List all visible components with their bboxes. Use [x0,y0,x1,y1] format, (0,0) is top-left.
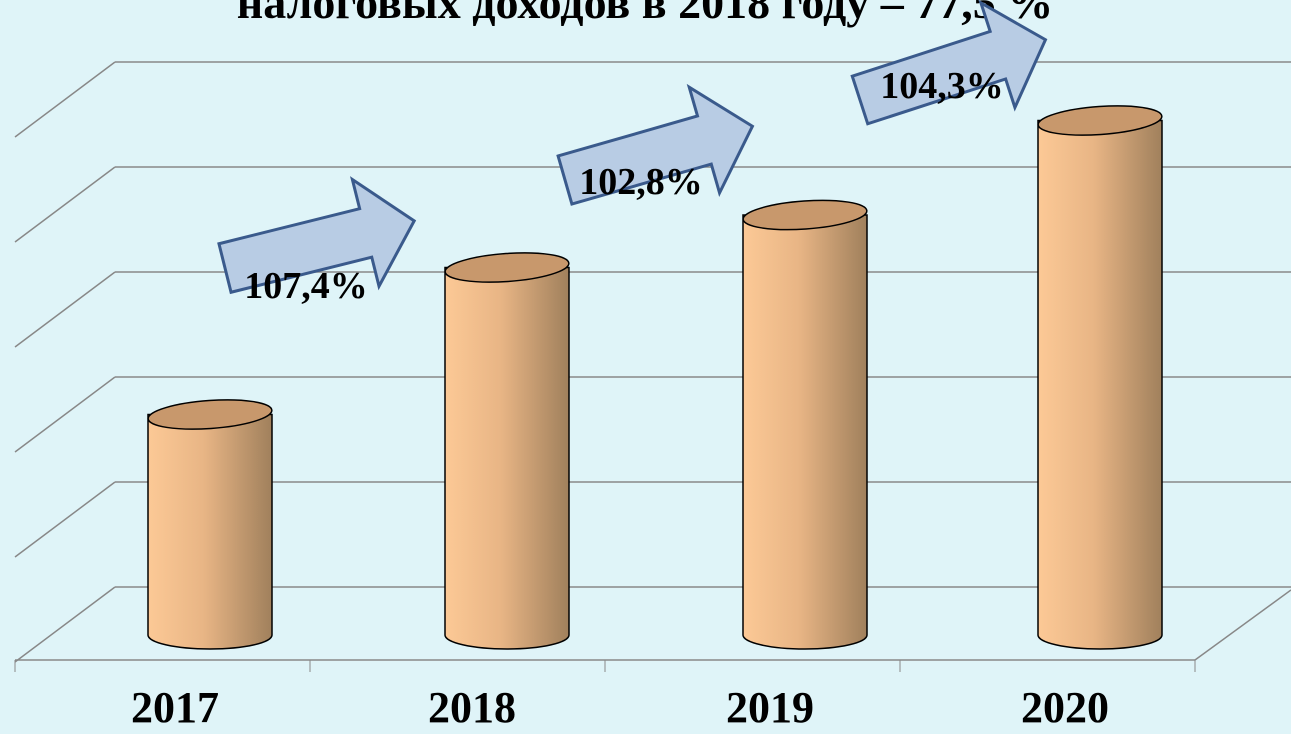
grid-line [14,166,116,243]
x-tick-label: 2018 [428,683,516,732]
annotation: 102,8% [579,161,703,203]
x-tick-label: 2020 [1021,683,1109,732]
grid-line [14,271,116,348]
annotation: 104,3% [880,65,1004,107]
cylinder-top [147,399,273,430]
cylinder-body [1037,119,1163,650]
bars [147,105,1163,650]
arrow [217,176,417,295]
cylinder-top [444,252,570,283]
arrow [556,83,755,206]
x-tick-label: 2019 [726,683,814,732]
arrow [850,0,1048,126]
x-tick-label: 2017 [131,683,219,732]
cylinder [444,252,570,650]
grid-line [14,376,116,453]
arrow-shape [217,176,417,295]
cylinder-body [742,214,868,650]
cylinder [147,399,273,650]
chart-title: налоговых доходов в 2018 году – 77,5 % [237,0,1054,28]
grid-line [14,586,116,663]
cylinder-body [147,413,273,650]
floor-edge [1194,589,1291,661]
annotation: 107,4% [244,265,368,307]
floor [14,589,1291,672]
cylinder-top [1037,105,1163,136]
cylinder-body [444,266,570,650]
grid-line [14,61,116,138]
arrow-shape [850,0,1048,126]
arrow-shape [556,83,755,206]
cylinder [1037,105,1163,650]
grid-line [14,481,116,558]
cylinder [742,199,868,650]
cylinder-top [742,199,868,231]
